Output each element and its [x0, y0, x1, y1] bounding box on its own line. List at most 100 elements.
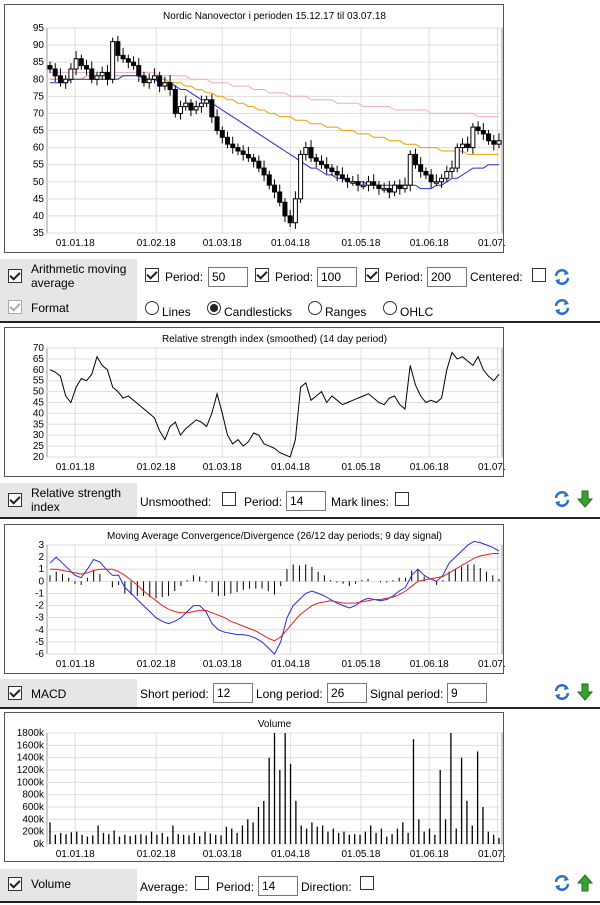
unsmoothed-label: Unsmoothed: — [140, 495, 212, 509]
volume-refresh-icon[interactable] — [553, 874, 571, 892]
separator — [0, 901, 600, 903]
moving-average-label-area — [0, 259, 137, 293]
chart-title: Volume — [258, 719, 292, 730]
candle-body — [240, 150, 246, 155]
short-period-input[interactable]: 12 — [213, 683, 253, 703]
candle-body — [183, 102, 189, 108]
format-lines-radio[interactable] — [145, 301, 159, 315]
period-200-checkbox[interactable] — [365, 268, 379, 282]
moving-average-checkbox[interactable] — [8, 269, 22, 283]
y-tick-label: 3 — [38, 540, 44, 551]
rsi-period-input[interactable]: 14 — [286, 491, 326, 511]
moving-average-refresh-icon[interactable] — [553, 268, 571, 286]
rsi-line — [49, 351, 500, 458]
volume-period-input[interactable]: 14 — [258, 876, 298, 896]
mark-lines-label: Mark lines: — [331, 495, 390, 509]
y-tick-label: 80 — [33, 74, 45, 85]
y-tick-label: 70 — [33, 108, 45, 119]
chart-title: Nordic Nanovector i perioden 15.12.17 ti… — [163, 11, 386, 22]
x-tick-label: 01.07.18 — [478, 659, 505, 670]
long-period-input[interactable]: 26 — [327, 683, 367, 703]
period-200-label: Period: — [385, 270, 424, 284]
y-tick-label: 25 — [33, 441, 45, 452]
chart-title: Moving Average Convergence/Divergence (2… — [107, 531, 442, 542]
candle-body — [350, 181, 356, 184]
candle-body — [465, 143, 471, 149]
y-tick-label: 55 — [33, 160, 45, 171]
volume-average-checkbox[interactable] — [195, 876, 209, 890]
y-tick-label: 1200k — [17, 765, 45, 776]
rsi-refresh-icon[interactable] — [553, 490, 571, 508]
volume-move-up-icon[interactable] — [576, 874, 594, 892]
x-tick-label: 01.06.18 — [410, 238, 449, 249]
signal-period-input[interactable]: 9 — [447, 683, 487, 703]
candle-body — [449, 167, 455, 172]
macd-refresh-icon[interactable] — [553, 683, 571, 701]
y-tick-label: 1400k — [17, 753, 45, 764]
candle-body — [115, 41, 121, 56]
candle-body — [125, 58, 131, 63]
x-tick-label: 01.04.18 — [271, 849, 310, 860]
volume-chart: 01.01.18 01.02.18 01.03.18 01.04.18 01.05.18… — [4, 712, 505, 862]
candle-body — [355, 181, 361, 186]
candle-body — [365, 181, 371, 186]
chart-title: Relative strength index (smoothed) (14 d… — [162, 334, 387, 345]
format-ranges-radio[interactable] — [308, 301, 322, 315]
candle-body — [104, 71, 110, 80]
long-period-label: Long period: — [256, 687, 323, 701]
candle-body — [418, 164, 424, 173]
format-ohlc-label: OHLC — [400, 305, 434, 319]
format-ohlc-radio[interactable] — [383, 301, 397, 315]
macd-checkbox[interactable] — [8, 686, 22, 700]
mark-lines-checkbox[interactable] — [395, 492, 409, 506]
volume-label: Volume — [31, 877, 72, 891]
volume-checkbox[interactable] — [8, 877, 22, 891]
candle-body — [245, 153, 251, 159]
candle-body — [454, 147, 460, 169]
candle-body — [272, 184, 277, 193]
candle-body — [193, 106, 199, 111]
candle-body — [136, 65, 142, 77]
y-tick-label: 75 — [33, 91, 45, 102]
rsi-move-down-icon[interactable] — [576, 490, 594, 508]
x-tick-label: 01.02.18 — [137, 462, 176, 473]
candle-body — [303, 147, 309, 155]
period-100-checkbox[interactable] — [255, 268, 269, 282]
y-tick-label: 45 — [33, 194, 45, 205]
candle-body — [345, 177, 351, 183]
x-tick-label: 01.07.18 — [478, 462, 505, 473]
x-tick-label: 01.06.18 — [410, 659, 449, 670]
period-100-input[interactable]: 100 — [317, 267, 357, 287]
y-tick-label: 1 — [38, 564, 44, 575]
y-tick-label: 2 — [38, 552, 44, 563]
candle-body — [324, 164, 330, 169]
candle-body — [381, 188, 387, 191]
rsi-checkbox[interactable] — [8, 493, 22, 507]
candle-body — [52, 68, 58, 77]
centered-checkbox[interactable] — [532, 268, 546, 282]
candle-body — [188, 102, 194, 111]
x-tick-label: 01.02.18 — [137, 659, 176, 670]
candle-body — [397, 184, 403, 190]
y-tick-label: 55 — [33, 376, 45, 387]
unsmoothed-checkbox[interactable] — [222, 492, 236, 506]
x-tick-label: 01.03.18 — [203, 238, 242, 249]
period-50-input[interactable]: 50 — [208, 267, 248, 287]
y-tick-label: 35 — [33, 419, 45, 430]
separator — [0, 517, 600, 519]
format-candlesticks-radio[interactable] — [207, 301, 221, 315]
candle-body — [480, 130, 486, 135]
format-row: Format Lines Candlesticks Ranges OHLC — [0, 293, 600, 321]
moving-average-row: Arithmetic moving average Period: 50 Per… — [0, 259, 600, 293]
period-50-checkbox[interactable] — [145, 268, 159, 282]
period-200-input[interactable]: 200 — [427, 267, 467, 287]
price-chart-svg: 01.01.18 01.02.18 01.03.18 01.04.18 01.05.18… — [33, 11, 505, 249]
y-tick-label: 65 — [33, 126, 45, 137]
candle-body — [475, 126, 481, 132]
format-refresh-icon[interactable] — [553, 298, 571, 316]
moving-average-line — [50, 71, 499, 118]
volume-direction-checkbox[interactable] — [360, 876, 374, 890]
rsi-label: Relative strength index — [31, 486, 122, 514]
macd-move-down-icon[interactable] — [576, 683, 594, 701]
y-tick-label: -2 — [35, 601, 44, 612]
